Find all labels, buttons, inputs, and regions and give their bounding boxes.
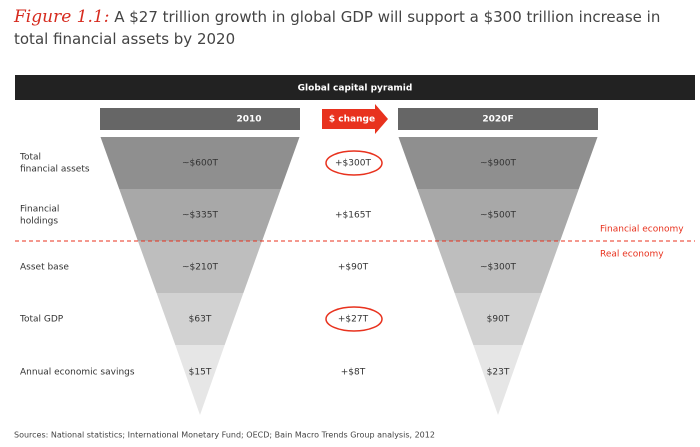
header: $ change <box>329 115 375 125</box>
row-label: Asset base <box>20 263 69 273</box>
banner-bg <box>15 75 695 100</box>
row-label: Total <box>19 153 41 163</box>
row-label: holdings <box>20 217 58 227</box>
pyramid-band <box>398 137 598 189</box>
pyramid-band <box>100 137 300 189</box>
header-bg <box>100 108 300 130</box>
pyramid-band <box>454 293 542 345</box>
value-change: +$90T <box>338 263 369 273</box>
pyramid-band <box>137 241 263 293</box>
row-label: financial assets <box>20 165 90 175</box>
row-label: Financial <box>20 205 59 215</box>
value-2020: ~$500T <box>480 211 516 221</box>
pyramid-band <box>435 241 561 293</box>
title-text: A $27 trillion growth in global GDP will… <box>14 8 661 48</box>
value-2010: ~$210T <box>182 263 218 273</box>
header: 2010 <box>236 115 261 125</box>
highlight-circle <box>325 150 383 176</box>
banner: Global capital pyramid <box>298 84 413 94</box>
pyramid-band <box>417 189 579 241</box>
value-2010: $15T <box>189 368 212 378</box>
pyramid-band <box>156 293 244 345</box>
value-2020: ~$900T <box>480 159 516 169</box>
pyramid-band <box>119 189 281 241</box>
divider-label: Real economy <box>600 250 664 260</box>
value-2010: ~$600T <box>182 159 218 169</box>
pyramid-band <box>473 345 523 415</box>
value-change: +$8T <box>341 368 366 378</box>
value-2020: ~$300T <box>480 263 516 273</box>
value-change: +$27T <box>338 315 369 325</box>
row-label: Total GDP <box>19 315 64 325</box>
header-bg <box>398 108 598 130</box>
value-2020: $23T <box>487 368 510 378</box>
title: Figure 1.1: A $27 trillion growth in glo… <box>14 6 694 50</box>
value-change: +$165T <box>335 211 371 221</box>
divider-label: Financial economy <box>600 225 684 235</box>
change-arrow <box>322 104 388 134</box>
value-change: +$300T <box>335 159 371 169</box>
pyramid-band <box>175 345 225 415</box>
source: Sources: National statistics; Internatio… <box>14 431 435 440</box>
value-2010: ~$335T <box>182 211 218 221</box>
value-2010: $63T <box>189 315 212 325</box>
row-label: Annual economic savings <box>20 368 135 378</box>
header: 2020F <box>482 115 513 125</box>
figure-number: Figure 1.1: <box>14 7 110 27</box>
value-2020: $90T <box>487 315 510 325</box>
highlight-circle <box>325 306 383 332</box>
